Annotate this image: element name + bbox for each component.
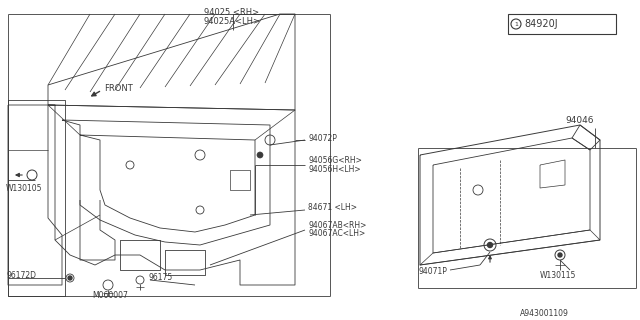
Text: 84671 <LH>: 84671 <LH> — [308, 204, 357, 212]
Text: 94025 <RH>: 94025 <RH> — [204, 7, 260, 17]
Text: M060007: M060007 — [92, 292, 128, 300]
Text: W130115: W130115 — [540, 270, 577, 279]
Bar — [508, 14, 616, 34]
Circle shape — [558, 253, 562, 257]
Text: 94056H<LH>: 94056H<LH> — [308, 164, 360, 173]
Text: 94046: 94046 — [565, 116, 593, 124]
Circle shape — [68, 276, 72, 280]
Text: 94056G<RH>: 94056G<RH> — [308, 156, 362, 164]
Text: A943001109: A943001109 — [520, 309, 569, 318]
Circle shape — [488, 243, 493, 247]
Text: 84920J: 84920J — [524, 19, 557, 29]
Text: W130105: W130105 — [6, 183, 42, 193]
Text: 1: 1 — [514, 21, 518, 27]
Text: FRONT: FRONT — [104, 84, 132, 92]
Text: 94071P: 94071P — [418, 268, 447, 276]
Text: 94072P: 94072P — [308, 133, 337, 142]
Text: 96172D: 96172D — [6, 270, 36, 279]
Circle shape — [257, 152, 263, 158]
Text: 94067AC<LH>: 94067AC<LH> — [308, 228, 365, 237]
Text: 94025A<LH>: 94025A<LH> — [204, 17, 260, 26]
Text: 96175: 96175 — [148, 273, 172, 282]
Text: 94067AB<RH>: 94067AB<RH> — [308, 220, 366, 229]
